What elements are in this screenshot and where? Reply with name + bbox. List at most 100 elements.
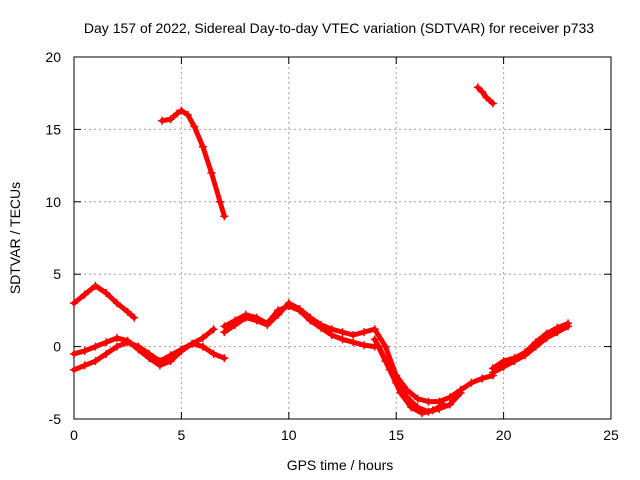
- series-arc-b: [158, 106, 229, 221]
- data-point: [102, 338, 111, 347]
- data-point: [134, 342, 143, 351]
- data-point: [91, 281, 100, 290]
- data-point: [445, 393, 454, 402]
- data-point: [70, 349, 78, 358]
- data-point: [190, 122, 199, 131]
- data-point: [467, 378, 476, 387]
- series-arc-j: [488, 322, 573, 377]
- data-point: [155, 357, 164, 366]
- series-arc-c: [473, 83, 497, 108]
- data-point: [521, 348, 530, 357]
- data-point: [91, 357, 100, 366]
- data-point: [177, 345, 186, 354]
- data-point: [417, 409, 426, 418]
- data-point: [216, 197, 225, 206]
- data-point: [488, 99, 497, 108]
- data-point: [274, 306, 283, 315]
- series-arc-f: [220, 299, 497, 406]
- data-point: [102, 349, 111, 358]
- data-point: [396, 388, 405, 397]
- data-point: [327, 331, 336, 340]
- x-tick-label: 25: [603, 427, 619, 443]
- data-point: [91, 342, 100, 351]
- data-point: [112, 299, 121, 308]
- series-arc-a: [70, 281, 139, 322]
- x-tick-label: 10: [281, 427, 297, 443]
- data-point: [80, 346, 89, 355]
- data-point: [209, 349, 218, 358]
- y-tick-labels: -5 0 5 10 15 20: [45, 49, 61, 427]
- data-point: [188, 339, 197, 348]
- data-point: [338, 328, 347, 337]
- chart-title: Day 157 of 2022, Sidereal Day-to-day VTE…: [84, 20, 594, 36]
- data-point: [220, 322, 229, 331]
- data-point: [102, 289, 111, 298]
- x-tick-label: 15: [388, 427, 404, 443]
- data-point: [80, 361, 89, 370]
- data-point: [284, 302, 293, 311]
- plot-frame: [73, 56, 612, 420]
- data-point: [482, 93, 491, 102]
- x-tick-label: 5: [178, 427, 186, 443]
- data-point: [499, 357, 508, 366]
- data-point: [252, 313, 261, 322]
- data-point: [488, 364, 497, 373]
- data-point: [112, 333, 121, 342]
- data-point: [317, 323, 326, 332]
- data-point: [220, 212, 229, 221]
- data-point: [478, 87, 487, 96]
- data-point: [439, 400, 448, 409]
- data-point: [80, 290, 89, 299]
- data-point: [564, 319, 573, 328]
- data-point: [207, 168, 216, 177]
- data-point: [542, 329, 551, 338]
- data-point: [241, 310, 250, 319]
- data-point: [370, 335, 379, 344]
- data-point: [375, 342, 384, 351]
- data-point: [166, 115, 175, 124]
- data-point: [295, 306, 304, 315]
- x-tick-labels: 0 5 10 15 20 25: [70, 427, 619, 443]
- data-point: [158, 116, 167, 125]
- data-point: [359, 341, 368, 350]
- data-point: [145, 349, 154, 358]
- x-tick-label: 0: [70, 427, 78, 443]
- data-point: [349, 338, 358, 347]
- data-point: [198, 333, 207, 342]
- data-point: [220, 354, 229, 363]
- series-line: [490, 323, 571, 376]
- data-point: [112, 342, 121, 351]
- data-point: [263, 319, 272, 328]
- data-point: [359, 328, 368, 337]
- data-point: [231, 316, 240, 325]
- data-point: [473, 83, 482, 92]
- data-point: [130, 313, 139, 322]
- series-line: [159, 108, 227, 219]
- y-tick-label: 0: [53, 339, 61, 355]
- series-arc-g: [220, 302, 379, 351]
- series-line: [475, 84, 496, 106]
- y-tick-label: -5: [49, 411, 62, 427]
- series-line: [221, 300, 496, 405]
- data-point: [306, 316, 315, 325]
- y-axis-label: SDTVAR / TECUs: [7, 182, 23, 294]
- x-axis-label: GPS time / hours: [287, 457, 394, 473]
- data-point: [70, 299, 78, 308]
- data-point: [123, 338, 132, 347]
- data-point: [198, 142, 207, 151]
- series-line: [71, 283, 137, 321]
- y-tick-label: 10: [45, 194, 61, 210]
- data-point: [553, 323, 562, 332]
- data-point: [456, 388, 465, 397]
- data-point: [338, 335, 347, 344]
- x-tick-label: 20: [496, 427, 512, 443]
- series-arc-k: [488, 319, 573, 373]
- data-point: [183, 110, 192, 119]
- series-arc-e: [70, 338, 229, 374]
- data-point: [70, 365, 78, 374]
- data-point: [407, 403, 416, 412]
- data-point: [209, 325, 218, 334]
- data-point: [413, 394, 422, 403]
- data-point: [198, 342, 207, 351]
- data-point: [428, 406, 437, 415]
